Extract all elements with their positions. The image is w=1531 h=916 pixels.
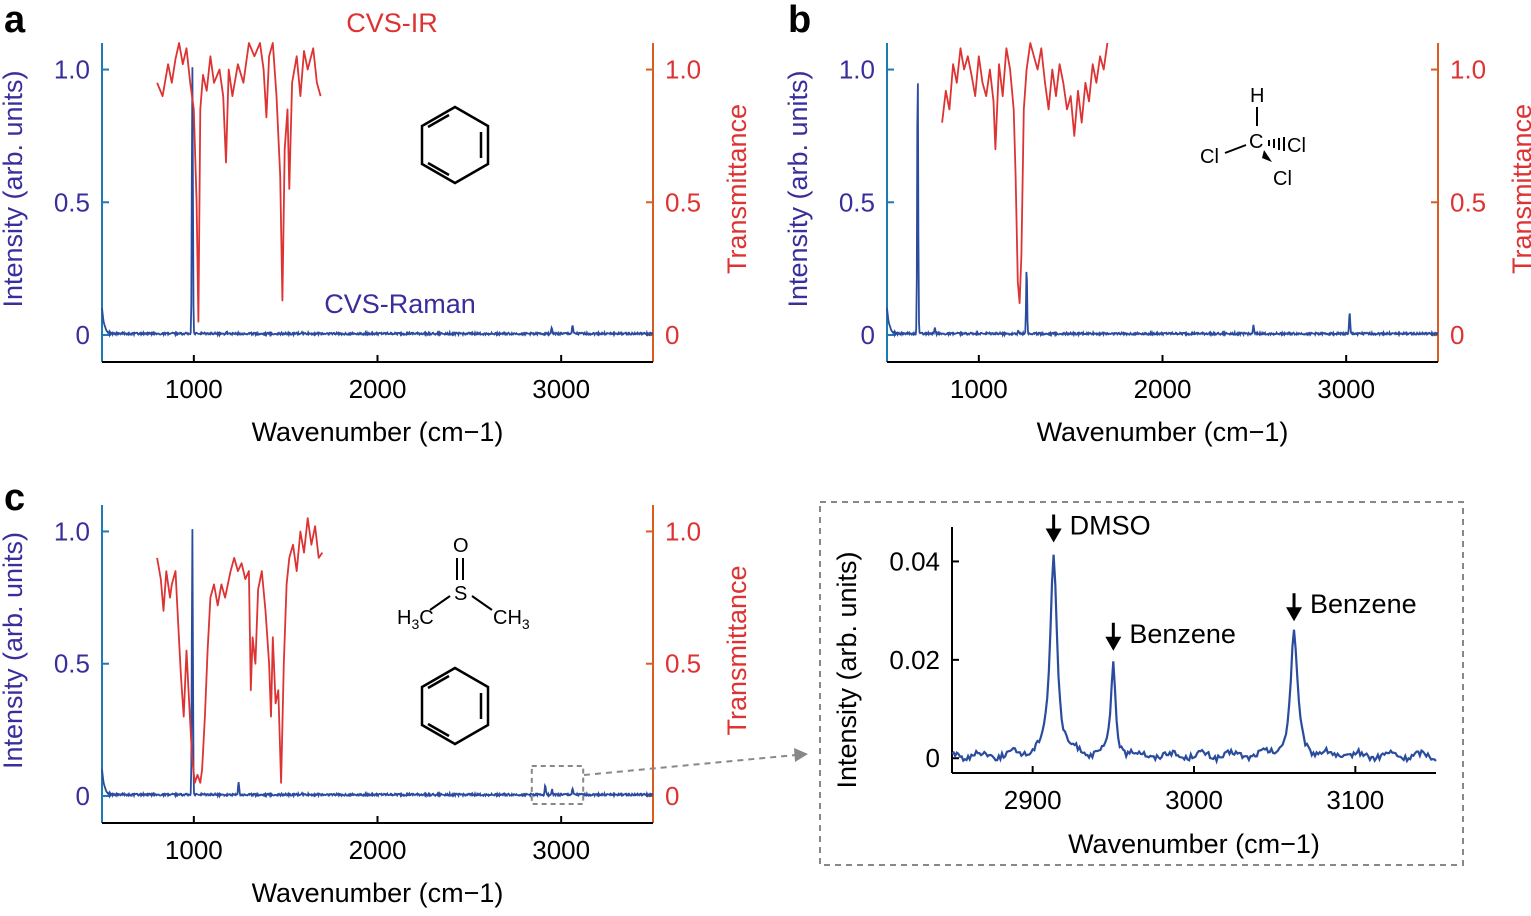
inset-ytick-label: 0 bbox=[926, 743, 940, 773]
zoom-connector-arrowhead bbox=[794, 748, 808, 762]
chloroform-cl-bottom: Cl bbox=[1273, 168, 1292, 190]
panel-b-xlabel: Wavenumber (cm−1) bbox=[1037, 417, 1289, 447]
panel-b-ytick-right-label: 1.0 bbox=[1450, 55, 1486, 85]
panel-c-ytick-left-label: 0.5 bbox=[54, 649, 90, 679]
panel-a-ytick-right-label: 1.0 bbox=[665, 55, 701, 85]
inset-ytick-label: 0.04 bbox=[889, 546, 940, 576]
panel-b-xtick-label: 3000 bbox=[1317, 374, 1375, 404]
panel-a-raman-series bbox=[101, 67, 654, 338]
panel-c-xtick-label: 3000 bbox=[532, 835, 590, 865]
panel-a-ytick-left-label: 1.0 bbox=[54, 55, 90, 85]
panel-a-ytick-left-label: 0.5 bbox=[54, 187, 90, 217]
inset-annotation-label: Benzene bbox=[1310, 589, 1417, 619]
panel-c-xtick-label: 2000 bbox=[349, 835, 407, 865]
panel-b-xtick-label: 2000 bbox=[1134, 374, 1192, 404]
panel-c-ytick-right-label: 0 bbox=[665, 781, 679, 811]
inset-xtick-label: 3100 bbox=[1326, 785, 1384, 815]
panel-a-xtick-label: 1000 bbox=[165, 374, 223, 404]
panel-b-ylabel-left: Intensity (arb. units) bbox=[783, 70, 813, 307]
panel-a-xlabel: Wavenumber (cm−1) bbox=[252, 417, 504, 447]
benzene-molecule-a bbox=[420, 105, 490, 185]
chloroform-cl-right: Cl bbox=[1287, 135, 1306, 157]
panel-a-ylabel-left: Intensity (arb. units) bbox=[0, 70, 28, 307]
panel-a-ir-label: CVS-IR bbox=[346, 8, 438, 38]
dmso-h3c: H3C bbox=[397, 607, 434, 632]
panel-letter-b: b bbox=[788, 0, 811, 41]
panel-a-raman-label: CVS-Raman bbox=[324, 289, 476, 319]
dmso-o: O bbox=[453, 535, 469, 557]
panel-c-raman-series bbox=[101, 529, 654, 799]
dmso-molecule: O S H3C CH3 bbox=[397, 535, 530, 632]
panel-c-ytick-left-label: 0 bbox=[76, 781, 90, 811]
panel-c-xlabel: Wavenumber (cm−1) bbox=[252, 878, 504, 908]
inset-xtick-label: 2900 bbox=[1004, 785, 1062, 815]
panel-b-raman-series bbox=[886, 83, 1439, 338]
inset-annotation-label: DMSO bbox=[1070, 511, 1151, 541]
chloroform-h: H bbox=[1250, 85, 1264, 107]
panel-c-ylabel-right: Transmittance bbox=[722, 565, 752, 735]
panel-letter-a: a bbox=[4, 0, 26, 41]
inset-annotation-arrowhead bbox=[1286, 607, 1303, 622]
inset-chart: 2900 3000 3100 0 0.02 0.04 Wavenumber (cm−1) In… bbox=[832, 511, 1437, 859]
panel-c-xtick-label: 1000 bbox=[165, 835, 223, 865]
panel-b-ytick-left-label: 1.0 bbox=[839, 55, 875, 85]
inset-ylabel: Intensity (arb. units) bbox=[832, 551, 862, 788]
panel-b-xtick-label: 1000 bbox=[950, 374, 1008, 404]
panel-c-ytick-right-label: 1.0 bbox=[665, 516, 701, 546]
panel-c-ylabel-left: Intensity (arb. units) bbox=[0, 532, 28, 769]
inset-raman-series bbox=[951, 554, 1437, 765]
chloroform-molecule: H C Cl Cl Cl bbox=[1200, 85, 1306, 190]
panel-c-ytick-left-label: 1.0 bbox=[54, 516, 90, 546]
panel-b-ytick-right-label: 0.5 bbox=[1450, 187, 1486, 217]
dmso-ch3: CH3 bbox=[493, 607, 530, 632]
panel-a-ir-series bbox=[156, 42, 322, 323]
inset-ytick-label: 0.02 bbox=[889, 645, 940, 675]
panel-a-ytick-right-label: 0 bbox=[665, 320, 679, 350]
panel-b-ylabel-right: Transmittance bbox=[1507, 104, 1531, 274]
panel-a-ytick-right-label: 0.5 bbox=[665, 187, 701, 217]
panel-a-chart: 1000 2000 3000 Wavenumber (cm−1) 0 0.5 1.0 0 0.5… bbox=[0, 8, 752, 447]
panel-b-ir-series bbox=[941, 42, 1109, 305]
zoom-connector-line bbox=[583, 754, 797, 776]
panel-a-xtick-label: 2000 bbox=[349, 374, 407, 404]
panel-c-chart: 1000 2000 3000 Wavenumber (cm−1) 0 0.5 1.0 0 0.5… bbox=[0, 505, 752, 908]
panel-a-ylabel-right: Transmittance bbox=[722, 104, 752, 274]
panel-c-ir-series bbox=[156, 517, 324, 784]
panel-b-ytick-right-label: 0 bbox=[1450, 320, 1464, 350]
panel-a-ytick-left-label: 0 bbox=[76, 320, 90, 350]
inset-annotation-arrowhead bbox=[1045, 528, 1062, 543]
panel-b-ytick-left-label: 0.5 bbox=[839, 187, 875, 217]
benzene-molecule-c bbox=[420, 666, 490, 746]
inset-xtick-label: 3000 bbox=[1165, 785, 1223, 815]
panel-b-ytick-left-label: 0 bbox=[861, 320, 875, 350]
inset-dashed-frame bbox=[819, 501, 1464, 866]
dmso-s: S bbox=[454, 583, 467, 605]
inset-annotation-label: Benzene bbox=[1129, 619, 1236, 649]
panel-letter-c: c bbox=[4, 477, 25, 519]
panel-c-ytick-right-label: 0.5 bbox=[665, 649, 701, 679]
panel-c-zoom-box bbox=[530, 765, 585, 805]
inset-annotation-arrowhead bbox=[1105, 636, 1122, 651]
inset-xlabel: Wavenumber (cm−1) bbox=[1068, 829, 1320, 859]
panel-a-xtick-label: 3000 bbox=[532, 374, 590, 404]
chloroform-c: C bbox=[1249, 131, 1263, 153]
panel-b-chart: 1000 2000 3000 Wavenumber (cm−1) 0 0.5 1.0 0 0.5… bbox=[783, 42, 1531, 447]
chloroform-cl-left: Cl bbox=[1200, 146, 1219, 168]
